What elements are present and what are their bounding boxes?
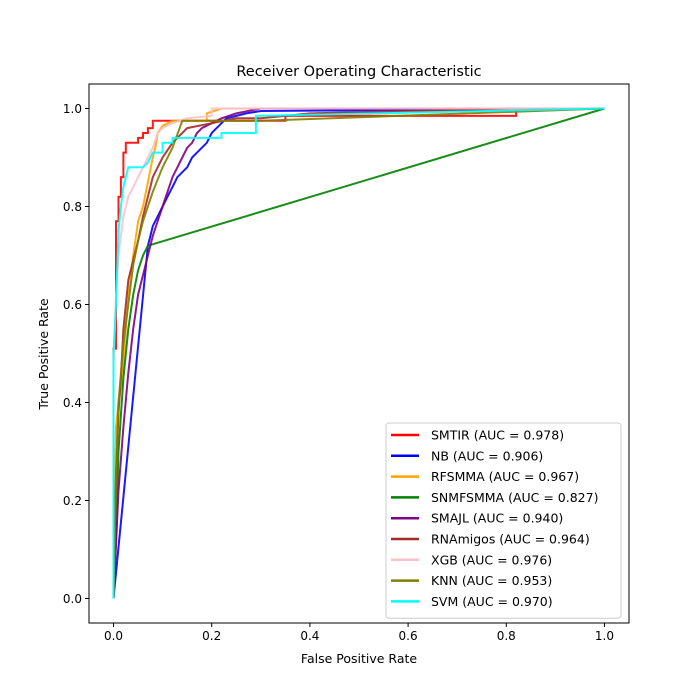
x-axis-ticks: 0.0 0.2 0.4 0.6 0.8 1.0 <box>104 623 614 643</box>
legend-box <box>385 422 622 619</box>
plot-frame <box>88 83 630 624</box>
x-tick-label: 0.6 <box>399 629 418 643</box>
x-tick-label: 0.4 <box>300 629 319 643</box>
legend-label: NB (AUC = 0.906) <box>431 448 543 463</box>
legend-label: RNAmigos (AUC = 0.964) <box>431 532 590 547</box>
roc-curve-3 <box>112 107 605 599</box>
x-tick-label: 1.0 <box>595 629 614 643</box>
roc-curve-1 <box>112 107 605 599</box>
roc-curve-7 <box>112 107 605 599</box>
x-tick-label: 0.0 <box>104 629 123 643</box>
roc-curve-4 <box>112 107 605 599</box>
y-tick-label: 0.2 <box>63 494 82 508</box>
roc-curve-2 <box>112 107 605 599</box>
roc-curve-6 <box>112 107 605 599</box>
x-tick-label: 0.8 <box>497 629 516 643</box>
roc-curve-8 <box>112 107 605 599</box>
y-tick-label: 0.4 <box>63 396 82 410</box>
y-tick-label: 0.6 <box>63 298 82 312</box>
chart-title: Receiver Operating Characteristic <box>236 64 481 80</box>
legend-label: SMTIR (AUC = 0.978) <box>431 428 564 443</box>
series-layer <box>112 107 605 599</box>
y-axis-ticks: 0.0 0.2 0.4 0.6 0.8 1.0 <box>63 102 89 606</box>
x-axis-label: False Positive Rate <box>301 651 417 666</box>
legend-label: SMAJL (AUC = 0.940) <box>431 511 563 526</box>
x-tick-label: 0.2 <box>202 629 221 643</box>
legend-label: KNN (AUC = 0.953) <box>431 573 552 588</box>
legend: SMTIR (AUC = 0.978) NB (AUC = 0.906) RFSMM… <box>385 422 622 619</box>
legend-label: SVM (AUC = 0.970) <box>431 594 553 609</box>
legend-label: RFSMMA (AUC = 0.967) <box>431 469 579 484</box>
legend-label: XGB (AUC = 0.976) <box>431 552 552 567</box>
y-tick-label: 1.0 <box>63 102 82 116</box>
legend-label: SNMFSMMA (AUC = 0.827) <box>431 490 598 505</box>
y-tick-label: 0.0 <box>63 592 82 606</box>
y-axis-label: True Positive Rate <box>36 298 51 411</box>
y-tick-label: 0.8 <box>63 200 82 214</box>
